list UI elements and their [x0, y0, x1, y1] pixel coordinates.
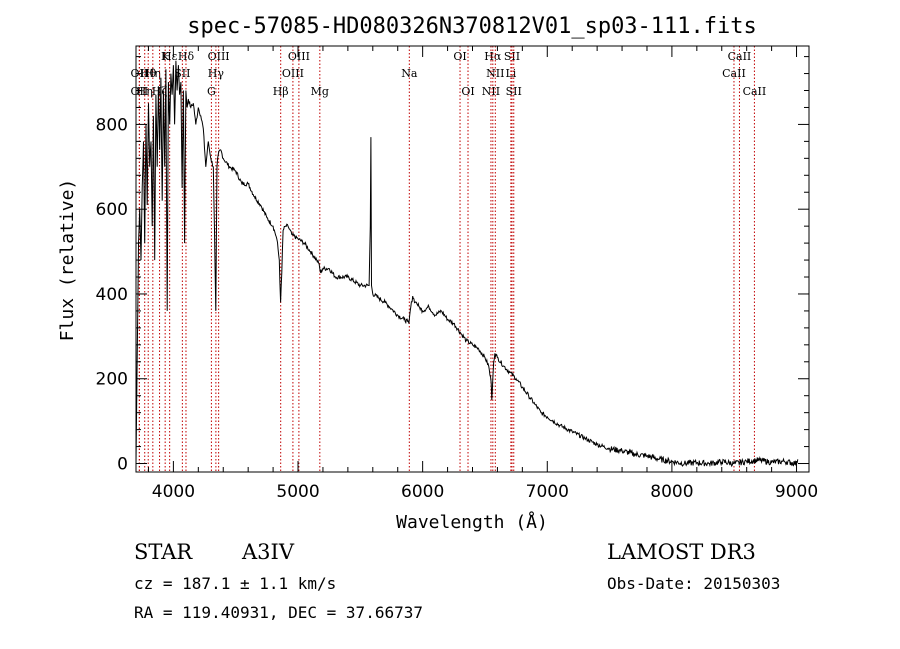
- spectral-line-label: K: [161, 50, 170, 63]
- y-axis-label: Flux (relative): [57, 179, 78, 342]
- spectral-line-label: OII: [131, 85, 149, 98]
- spectral-line-label: Hβ: [273, 85, 289, 98]
- spectral-line-label: Na: [401, 67, 418, 80]
- spectrum-line: [135, 60, 799, 468]
- spectral-line-label: Hθ: [140, 67, 157, 80]
- obs-date: Obs-Date: 20150303: [607, 574, 781, 593]
- spectral-line-label: OIII: [288, 50, 310, 63]
- y-tick-label: 600: [96, 200, 128, 220]
- spectral-line-label: OI: [453, 50, 466, 63]
- spectral-line-label: Mg: [311, 85, 329, 98]
- spectral-line-label: Hζ: [152, 85, 168, 98]
- spectral-line-label: Hη: [137, 85, 153, 98]
- y-tick-label: 400: [96, 285, 128, 305]
- spectral-line-label: OIII: [282, 67, 304, 80]
- chart-title: spec-57085-HD080326N370812V01_sp03-111.f…: [187, 14, 757, 39]
- x-axis-label: Wavelength (Å): [396, 511, 548, 533]
- spectral-line-label: CaII: [722, 67, 746, 80]
- x-tick-label: 5000: [276, 482, 319, 502]
- ra-dec-coordinates: RA = 119.40931, DEC = 37.66737: [134, 603, 423, 622]
- spectral-line-label: CaII: [728, 50, 752, 63]
- plot-frame: [135, 45, 810, 473]
- spectral-line-label: CaII: [743, 85, 767, 98]
- spectral-line-label: G: [207, 85, 216, 98]
- redshift-cz: cz = 187.1 ± 1.1 km/s: [134, 574, 337, 593]
- y-tick-label: 0: [117, 455, 128, 475]
- spectral-line-label: Hδ: [178, 50, 195, 63]
- spectral-line-label: Li: [505, 67, 516, 80]
- x-tick-label: 6000: [401, 482, 444, 502]
- axis-ticks: 4000 5000 6000 7000 8000 9000 0 200 400 600 800: [96, 46, 818, 502]
- spectral-line-label: Hη: [145, 67, 161, 80]
- survey-name: LAMOST DR3: [607, 540, 756, 564]
- spectral-line-label: Hγ: [208, 67, 225, 80]
- spectral-line-label: OI: [461, 85, 474, 98]
- object-subclass: A3IV: [242, 540, 294, 564]
- y-tick-label: 200: [96, 370, 128, 390]
- x-tick-label: 9000: [775, 482, 818, 502]
- spectral-line-label: SII: [506, 85, 522, 98]
- x-tick-label: 4000: [152, 482, 195, 502]
- spectral-line-label: Hα: [484, 50, 502, 63]
- object-class: STAR: [134, 540, 193, 564]
- spectral-line-label: NII: [482, 85, 500, 98]
- x-tick-label: 8000: [650, 482, 693, 502]
- y-tick-label: 800: [96, 115, 128, 135]
- spectral-line-markers: HδHεKOIIIOIIIOIHαSIICaIIOIIHθHηSIIHγOIII…: [131, 46, 767, 472]
- spectral-line-label: NII: [486, 67, 504, 80]
- x-tick-label: 7000: [526, 482, 569, 502]
- spectral-line-label: SII: [504, 50, 520, 63]
- spectral-line-label: OIII: [208, 50, 230, 63]
